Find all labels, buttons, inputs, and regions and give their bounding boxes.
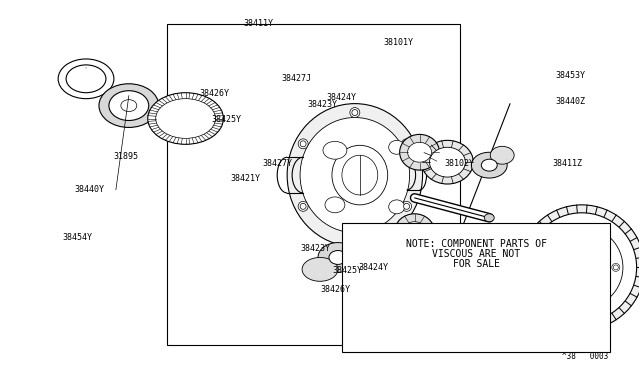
Ellipse shape	[612, 263, 620, 271]
Text: 38101Y: 38101Y	[384, 38, 413, 46]
Ellipse shape	[404, 203, 410, 209]
Text: 38411Z: 38411Z	[552, 159, 582, 169]
Ellipse shape	[544, 263, 552, 271]
Ellipse shape	[527, 213, 637, 322]
Ellipse shape	[404, 141, 410, 147]
Ellipse shape	[318, 243, 358, 272]
Ellipse shape	[388, 140, 404, 154]
Ellipse shape	[121, 100, 137, 112]
Ellipse shape	[342, 155, 378, 195]
Ellipse shape	[388, 200, 404, 214]
Ellipse shape	[613, 265, 618, 270]
Ellipse shape	[579, 231, 584, 236]
Text: 38427Y: 38427Y	[262, 159, 292, 169]
Ellipse shape	[402, 139, 412, 149]
Ellipse shape	[578, 230, 586, 237]
Ellipse shape	[422, 140, 474, 184]
Bar	[342, 223, 610, 352]
Ellipse shape	[298, 139, 308, 149]
Text: 38421Y: 38421Y	[231, 174, 260, 183]
Ellipse shape	[604, 289, 609, 294]
Text: 38427J: 38427J	[282, 74, 312, 83]
Ellipse shape	[408, 142, 431, 162]
Ellipse shape	[429, 147, 465, 177]
Ellipse shape	[541, 227, 623, 308]
Ellipse shape	[471, 152, 507, 178]
Ellipse shape	[556, 241, 561, 246]
Ellipse shape	[399, 134, 440, 170]
Ellipse shape	[554, 240, 562, 247]
Text: ^38   0003: ^38 0003	[563, 352, 609, 361]
Ellipse shape	[156, 99, 216, 138]
Ellipse shape	[490, 146, 514, 164]
Text: 38453Y: 38453Y	[556, 71, 586, 80]
Text: 38424Y: 38424Y	[358, 263, 388, 272]
Ellipse shape	[287, 104, 422, 247]
Text: 38425Y: 38425Y	[212, 115, 242, 124]
Ellipse shape	[109, 91, 148, 121]
Ellipse shape	[545, 265, 550, 270]
Ellipse shape	[66, 65, 106, 93]
Text: 38440Z: 38440Z	[556, 97, 586, 106]
Ellipse shape	[602, 287, 610, 295]
Ellipse shape	[556, 289, 561, 294]
Text: VISCOUS ARE NOT: VISCOUS ARE NOT	[432, 249, 520, 259]
Ellipse shape	[298, 201, 308, 211]
Ellipse shape	[350, 232, 360, 243]
Text: 31895: 31895	[113, 152, 138, 161]
Ellipse shape	[554, 287, 562, 295]
Ellipse shape	[402, 201, 412, 211]
Ellipse shape	[395, 214, 435, 250]
Ellipse shape	[604, 241, 609, 246]
Ellipse shape	[300, 118, 410, 232]
Text: 38425Y: 38425Y	[333, 266, 363, 275]
Text: 38426Y: 38426Y	[320, 285, 350, 294]
Ellipse shape	[578, 297, 586, 305]
Ellipse shape	[403, 222, 426, 241]
Ellipse shape	[58, 59, 114, 99]
Bar	[167, 23, 460, 345]
Text: 38454Y: 38454Y	[62, 233, 92, 242]
Ellipse shape	[332, 145, 388, 205]
Text: 38423Y: 38423Y	[307, 100, 337, 109]
Ellipse shape	[302, 257, 338, 281]
Ellipse shape	[422, 226, 474, 269]
Ellipse shape	[350, 108, 360, 118]
Text: 38423Y: 38423Y	[301, 244, 331, 253]
Text: 38424Y: 38424Y	[326, 93, 356, 102]
Ellipse shape	[300, 203, 306, 209]
Ellipse shape	[329, 250, 347, 264]
Ellipse shape	[557, 243, 607, 292]
Ellipse shape	[148, 93, 223, 144]
Ellipse shape	[352, 110, 358, 116]
Text: 38426Y: 38426Y	[199, 89, 229, 98]
Ellipse shape	[352, 235, 358, 241]
Ellipse shape	[602, 240, 610, 247]
Text: 38411Y: 38411Y	[244, 19, 273, 28]
Ellipse shape	[429, 232, 465, 262]
Ellipse shape	[323, 141, 347, 159]
Ellipse shape	[484, 214, 494, 222]
Text: NOTE: COMPONENT PARTS OF: NOTE: COMPONENT PARTS OF	[406, 239, 547, 249]
Ellipse shape	[519, 205, 640, 330]
Ellipse shape	[300, 141, 306, 147]
Ellipse shape	[579, 299, 584, 304]
Ellipse shape	[481, 159, 497, 171]
Text: 38440Y: 38440Y	[75, 185, 105, 194]
Ellipse shape	[99, 84, 159, 128]
Text: 38102Y: 38102Y	[444, 159, 474, 169]
Text: FOR SALE: FOR SALE	[452, 259, 500, 269]
Ellipse shape	[325, 197, 345, 213]
